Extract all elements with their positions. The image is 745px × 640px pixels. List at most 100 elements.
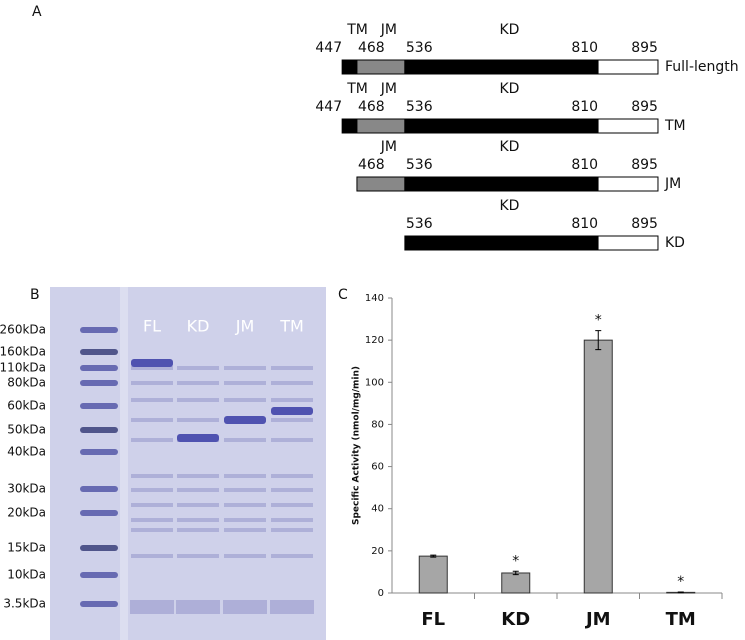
y-tick-label: 120 (365, 335, 384, 346)
lane-band (224, 528, 266, 532)
position-label: 895 (631, 40, 658, 56)
domain-label: KD (499, 198, 519, 214)
domain-segment (597, 235, 659, 251)
domain-label: TM (346, 81, 368, 97)
position-label: 536 (406, 216, 433, 232)
lane-band (177, 518, 219, 522)
lane-label: TM (279, 317, 304, 336)
lane-band (271, 554, 313, 558)
lane-band (131, 366, 173, 370)
lane-band (271, 474, 313, 478)
marker-label: 80kDa (7, 376, 46, 390)
lane-band (177, 474, 219, 478)
domain-label: KD (499, 81, 519, 97)
ladder-band (80, 572, 118, 578)
position-label: 468 (358, 40, 385, 56)
marker-label: 40kDa (7, 445, 46, 459)
lane-band (131, 381, 173, 385)
lane-band (131, 418, 173, 422)
domain-label: KD (499, 22, 519, 38)
ladder-band (80, 486, 118, 492)
domain-segment (597, 59, 659, 75)
marker-label: 10kDa (7, 568, 46, 582)
lane-label: KD (187, 317, 210, 336)
ladder-band (80, 403, 118, 409)
position-label: 468 (358, 99, 385, 115)
lane-band (224, 474, 266, 478)
panel-label: B (30, 287, 40, 303)
domain-segment (341, 59, 358, 75)
annotation: * (512, 553, 519, 569)
lane-band (224, 554, 266, 558)
annotation: * (595, 313, 602, 329)
position-label: 447 (315, 40, 342, 56)
x-tick-label: JM (584, 609, 611, 630)
marker-label: 110kDa (0, 361, 46, 375)
ladder-band (80, 349, 118, 355)
domain-label: JM (380, 81, 397, 97)
domain-segment (356, 118, 406, 134)
bar (583, 339, 613, 594)
lane-band (223, 600, 267, 614)
lane-band (224, 381, 266, 385)
construct-name: JM (664, 176, 681, 192)
lane-band (271, 488, 313, 492)
marker-label: 30kDa (7, 482, 46, 496)
domain-segment (404, 118, 599, 134)
y-tick-label: 20 (371, 546, 384, 557)
marker-label: 50kDa (7, 423, 46, 437)
marker-label: 260kDa (0, 323, 46, 337)
lane-band (271, 418, 313, 422)
lane-band (131, 554, 173, 558)
lane-band (177, 434, 219, 442)
marker-label: 3.5kDa (3, 597, 46, 611)
error-bar (512, 570, 519, 576)
ladder-band (80, 449, 118, 455)
lane-band (131, 474, 173, 478)
lane-band (131, 488, 173, 492)
construct-name: TM (664, 118, 686, 134)
lane-band (131, 518, 173, 522)
ladder-band (80, 601, 118, 607)
y-tick-label: 40 (371, 504, 384, 515)
ladder-band (80, 427, 118, 433)
bar (418, 555, 448, 594)
ladder-band (80, 545, 118, 551)
y-tick-label: 80 (371, 419, 384, 430)
lane-band (224, 503, 266, 507)
gel-gap (120, 287, 128, 640)
ladder-band (80, 510, 118, 516)
domain-segment (404, 235, 599, 251)
lane-band (224, 366, 266, 370)
domain-label: KD (499, 139, 519, 155)
position-label: 447 (315, 99, 342, 115)
lane-band (224, 438, 266, 442)
marker-label: 160kDa (0, 345, 46, 359)
position-label: 468 (358, 157, 385, 173)
lane-band (271, 381, 313, 385)
x-tick-label: TM (666, 609, 696, 630)
construct-name: KD (665, 235, 685, 251)
panel-label: C (338, 287, 348, 303)
domain-segment (341, 118, 358, 134)
lane-band (177, 418, 219, 422)
position-label: 810 (571, 99, 598, 115)
domain-label: TM (346, 22, 368, 38)
lane-band (177, 554, 219, 558)
lane-band (270, 600, 314, 614)
lane-band (131, 528, 173, 532)
ladder-band (80, 327, 118, 333)
position-label: 810 (571, 40, 598, 56)
lane-band (176, 600, 220, 614)
lane-label: JM (235, 317, 255, 336)
domain-segment (597, 118, 659, 134)
lane-band (177, 488, 219, 492)
error-bar (430, 554, 437, 558)
lane-band (271, 528, 313, 532)
domain-segment (356, 59, 406, 75)
lane-band (224, 398, 266, 402)
lane-band (271, 438, 313, 442)
y-tick-label: 100 (365, 377, 384, 388)
error-bar (677, 591, 684, 594)
lane-band (271, 366, 313, 370)
